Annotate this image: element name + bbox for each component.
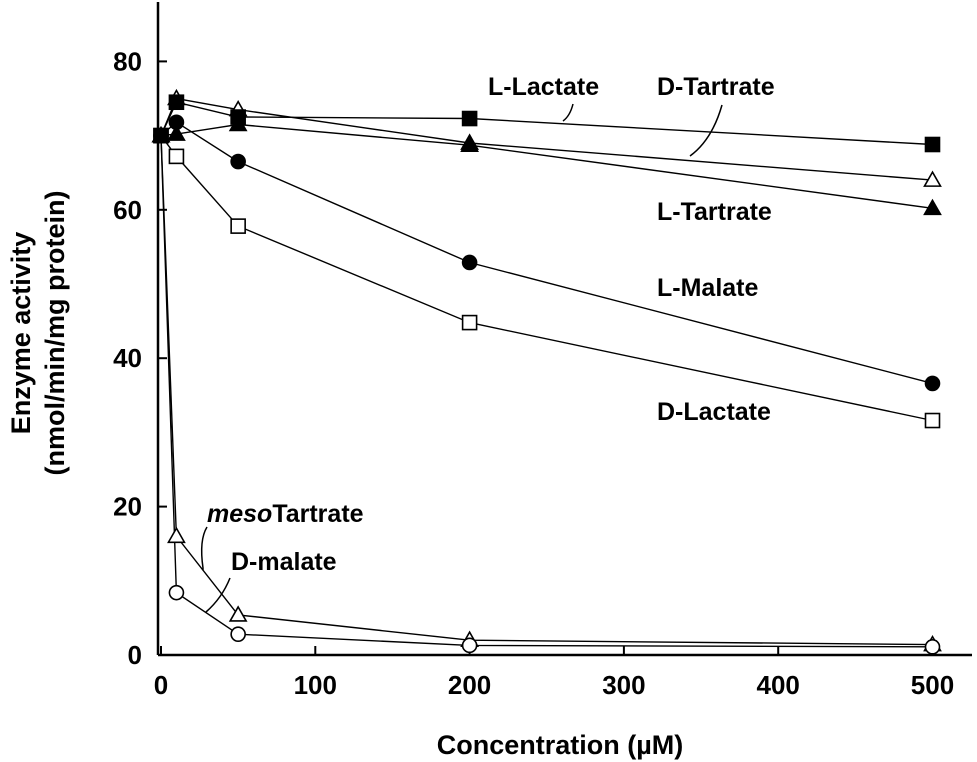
series-label-l-lactate: L-Lactate xyxy=(488,73,599,101)
y-axis-title-line1: Enzyme activity xyxy=(6,232,36,435)
data-point-l-tartrate xyxy=(460,135,479,153)
series-label-l-malate: L-Malate xyxy=(657,274,759,302)
x-tick-label: 100 xyxy=(294,670,337,700)
series-label-d-lactate: D-Lactate xyxy=(657,398,771,426)
data-point-d-malate xyxy=(461,637,478,654)
data-point-markers xyxy=(151,88,942,655)
series-line-l-malate xyxy=(160,121,933,385)
series-line-l-tartrate xyxy=(160,123,933,209)
x-tick-label: 400 xyxy=(757,670,800,700)
data-point-d-malate xyxy=(168,584,185,601)
data-point-l-tartrate xyxy=(228,114,248,132)
data-point-d-malate xyxy=(924,639,941,655)
data-point-d-lactate xyxy=(461,314,478,331)
y-tick-label: 0 xyxy=(128,640,142,670)
data-point-l-tartrate xyxy=(923,198,942,216)
x-tick-label: 0 xyxy=(154,670,168,700)
data-point-l-lactate xyxy=(168,94,185,111)
y-tick-label: 80 xyxy=(113,46,142,76)
data-point-d-lactate xyxy=(924,412,941,429)
data-point-mesotartrate xyxy=(167,526,186,544)
data-point-l-malate xyxy=(230,153,246,170)
y-tick-label: 40 xyxy=(113,343,142,373)
leader-line-meso-tartrate xyxy=(200,526,208,570)
data-point-d-lactate xyxy=(230,218,246,234)
leader-line-d-malate xyxy=(205,577,231,613)
data-point-d-malate xyxy=(230,626,246,643)
series-line-l-lactate xyxy=(160,101,933,146)
data-point-l-malate xyxy=(168,114,185,131)
series-label-l-tartrate: L-Tartrate xyxy=(657,198,772,226)
y-axis-title-line2: (nmol/min/mg protein) xyxy=(40,191,70,476)
data-point-l-malate xyxy=(924,375,941,392)
x-tick-label: 300 xyxy=(602,670,645,700)
series-label-d-tartrate: D-Tartrate xyxy=(657,73,775,101)
x-tick-label: 500 xyxy=(911,670,954,700)
meso-suffix: Tartrate xyxy=(272,500,363,528)
y-tick-label: 60 xyxy=(113,195,142,225)
x-tick-label: 200 xyxy=(448,670,491,700)
y-axis-title: Enzyme activity (nmol/min/mg protein) xyxy=(6,191,70,476)
x-axis-title: Concentration (µM) xyxy=(437,730,684,760)
data-point-l-lactate xyxy=(924,136,941,153)
data-point-l-tartrate xyxy=(167,124,186,141)
series-label-d-malate: D-malate xyxy=(231,548,337,576)
series-label-meso-tartrate: mesoTartrate xyxy=(207,500,364,528)
meso-prefix: meso xyxy=(207,500,272,528)
leader-line-d-tartrate xyxy=(689,104,723,157)
data-point-mesotartrate xyxy=(228,605,248,622)
series-line-d-tartrate xyxy=(160,97,933,181)
data-point-l-lactate xyxy=(461,110,478,127)
data-point-d-lactate xyxy=(168,148,185,165)
axis-ticks: 0 100 200 300 400 500 0 20 40 60 80 xyxy=(113,46,954,700)
data-point-d-tartrate xyxy=(923,170,942,187)
data-point-l-malate xyxy=(461,254,478,271)
data-point-l-malate xyxy=(153,127,169,144)
y-tick-label: 20 xyxy=(113,492,142,522)
leader-line-l-lactate xyxy=(562,103,574,122)
